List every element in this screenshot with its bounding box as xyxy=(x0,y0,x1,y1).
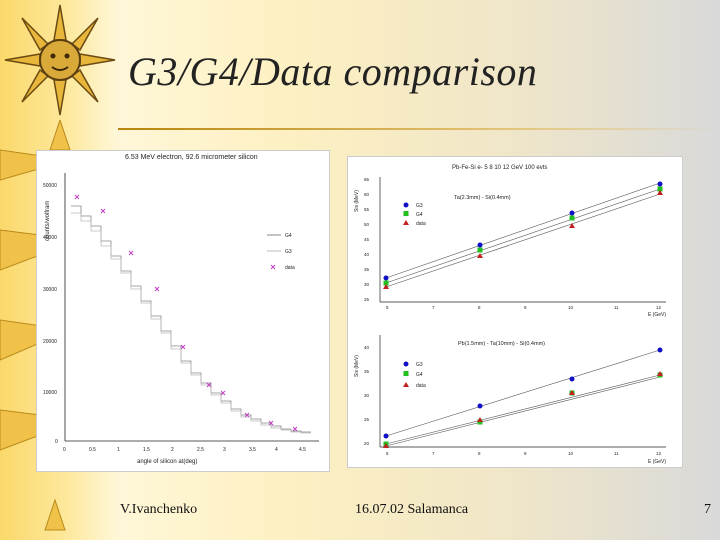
rb-xtick: 5 xyxy=(386,451,389,456)
g3-histogram xyxy=(71,212,311,434)
left-plot-ylabel: counts/wolfram xyxy=(45,201,51,241)
rt-xtick: 10 xyxy=(568,305,574,310)
legend-g3: G3 xyxy=(285,249,292,255)
rt-ytick: 50 xyxy=(364,222,370,227)
rt-xtick: 8 xyxy=(478,305,481,310)
footer-date-place: 16.07.02 Salamanca xyxy=(355,502,469,517)
sun-face xyxy=(39,39,81,81)
right-top-subtitle: Ta(2.3mm) - Si(0.4mm) xyxy=(454,195,511,201)
energy-response-plots: Pb-Fe-Si e- 5 8 10 12 GeV 100 evts Sis (… xyxy=(354,165,666,465)
right-plot-panel: Pb-Fe-Si e- 5 8 10 12 GeV 100 evts Sis (… xyxy=(347,156,683,468)
right-top-xlabel: E (GeV) xyxy=(648,312,666,318)
slide-title: G3/G4/Data comparison xyxy=(128,49,538,94)
left-ytick: 20000 xyxy=(43,339,57,345)
right-bottom-ylabel: Sis (MeV) xyxy=(354,355,360,377)
rt-legend-data: data xyxy=(416,221,426,227)
left-xtick: 0 xyxy=(63,447,66,453)
rt-g3-points xyxy=(383,181,663,281)
rt-data-points xyxy=(383,190,663,289)
left-ytick: 0 xyxy=(55,439,58,445)
left-xtick: 4 xyxy=(275,447,278,453)
left-xtick: 2 xyxy=(171,447,174,453)
footer-author: V.Ivanchenko xyxy=(120,502,198,517)
right-bottom-title: Pb(1.5mm) - Ta(10mm) - Si(0.4mm) xyxy=(458,341,545,347)
rb-g3-points xyxy=(383,347,663,439)
rb-data-points xyxy=(383,371,663,448)
left-xtick: 3.5 xyxy=(249,447,256,453)
rt-ytick: 55 xyxy=(364,207,370,212)
rt-ytick: 65 xyxy=(364,177,370,182)
rb-legend-g3: G3 xyxy=(416,362,423,368)
rt-xtick: 9 xyxy=(524,305,527,310)
rt-xtick: 12 xyxy=(656,305,662,310)
rt-ytick: 30 xyxy=(364,282,370,287)
right-bottom-xlabel: E (GeV) xyxy=(648,459,666,465)
left-xtick: 1.5 xyxy=(143,447,150,453)
rt-ytick: 35 xyxy=(364,267,370,272)
rt-xtick: 7 xyxy=(432,305,435,310)
rb-legend-data: data xyxy=(416,383,426,389)
legend-data: data xyxy=(285,265,295,271)
left-plot-panel: 6.53 MeV electron, 92.6 micrometer silic… xyxy=(36,150,330,472)
left-xtick: 3 xyxy=(223,447,226,453)
left-xtick: 4.5 xyxy=(299,447,306,453)
rb-ytick: 35 xyxy=(364,369,370,374)
rb-xtick: 7 xyxy=(432,451,435,456)
rt-xtick: 5 xyxy=(386,305,389,310)
g4-histogram xyxy=(71,205,311,433)
left-xtick: 0.5 xyxy=(89,447,96,453)
rb-ytick: 25 xyxy=(364,417,370,422)
left-ytick: 50000 xyxy=(43,183,57,189)
angular-distribution-plot: 6.53 MeV electron, 92.6 micrometer silic… xyxy=(43,154,319,465)
left-ytick: 30000 xyxy=(43,287,57,293)
rt-ytick: 25 xyxy=(364,297,370,302)
rt-ytick: 60 xyxy=(364,192,370,197)
rb-xtick: 8 xyxy=(478,451,481,456)
left-plot-xlabel: angle of silicon at(deg) xyxy=(137,459,197,465)
rt-legend-g3: G3 xyxy=(416,203,423,209)
rt-ytick: 40 xyxy=(364,252,370,257)
rt-legend-g4: G4 xyxy=(416,212,423,218)
rb-legend-g4: G4 xyxy=(416,372,423,378)
sun-logo xyxy=(4,4,116,116)
data-markers xyxy=(74,194,298,432)
left-xtick: 1 xyxy=(117,447,120,453)
rb-ytick: 30 xyxy=(364,393,370,398)
rb-xtick: 11 xyxy=(614,451,619,456)
left-ytick: 10000 xyxy=(43,390,57,396)
rb-ytick: 20 xyxy=(364,441,370,446)
rt-g4-points xyxy=(383,186,663,286)
left-ytick: 40000 xyxy=(43,235,57,241)
footer-page-number: 7 xyxy=(704,502,711,517)
rb-xtick: 9 xyxy=(524,451,527,456)
left-xtick: 2.5 xyxy=(197,447,204,453)
rb-ytick: 40 xyxy=(364,345,370,350)
right-top-title: Pb-Fe-Si e- 5 8 10 12 GeV 100 evts xyxy=(452,165,547,171)
legend-g4: G4 xyxy=(285,233,292,239)
rt-ytick: 45 xyxy=(364,237,370,242)
rb-xtick: 10 xyxy=(568,451,574,456)
rt-xtick: 11 xyxy=(614,305,619,310)
left-plot-title: 6.53 MeV electron, 92.6 micrometer silic… xyxy=(125,154,258,161)
rb-xtick: 12 xyxy=(656,451,662,456)
title-divider xyxy=(118,128,720,130)
right-top-ylabel: Sis (MeV) xyxy=(354,190,360,212)
